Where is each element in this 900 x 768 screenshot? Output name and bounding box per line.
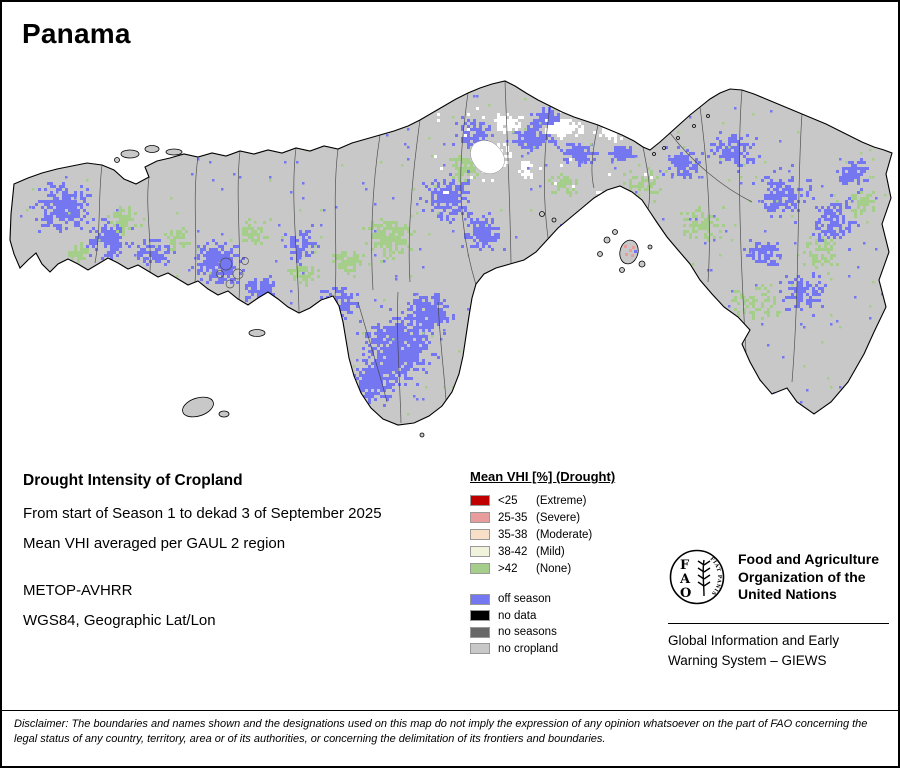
legend-swatch [470, 610, 490, 622]
legend-swatch [470, 495, 490, 506]
map-subject: Drought Intensity of Cropland [23, 472, 243, 489]
legend-label: off season [498, 593, 551, 606]
giews-line: Warning System – GIEWS [668, 653, 827, 668]
legend-label: no seasons [498, 626, 557, 639]
legend-swatch [470, 563, 490, 574]
legend-qualifier-label: (Severe) [536, 511, 581, 524]
legend: Mean VHI [%] (Drought) <25 (Extreme) 25-35… [470, 469, 615, 657]
lake-gatun [470, 140, 505, 174]
legend-qualifier-label: (Extreme) [536, 494, 587, 507]
legend-label: no data [498, 609, 537, 622]
legend-extra-classes: off season no data no seasons no cropland [470, 591, 615, 657]
map-method: Mean VHI averaged per GAUL 2 region [23, 535, 286, 552]
legend-item: off season [470, 591, 615, 608]
legend-item: no seasons [470, 624, 615, 641]
giews-block: Global Information and Early Warning Sys… [668, 631, 839, 671]
legend-item: <25 (Extreme) [470, 492, 615, 509]
legend-item: >42 (None) [470, 560, 615, 577]
legend-swatch [470, 626, 490, 638]
panama-map [9, 80, 893, 438]
legend-range-label: 35-38 [498, 528, 528, 541]
map-projection: WGS84, Geographic Lat/Lon [23, 612, 216, 629]
legend-range-label: 25-35 [498, 511, 528, 524]
fao-name-line: Food and Agriculture [738, 551, 880, 567]
admin-boundaries [94, 81, 803, 424]
fao-name-line: Organization of the [738, 568, 866, 585]
legend-range-label: 38-42 [498, 545, 528, 558]
legend-qualifier-label: (Moderate) [536, 528, 593, 541]
page-title: Panama [22, 18, 131, 49]
legend-range-label: >42 [498, 562, 518, 575]
legend-swatch [470, 512, 490, 523]
legend-item: 25-35 (Severe) [470, 509, 615, 526]
legend-swatch [470, 593, 490, 605]
divider [668, 623, 889, 624]
legend-label: no cropland [498, 642, 559, 655]
legend-item: 35-38 (Moderate) [470, 526, 615, 543]
island-drought-pixels [624, 245, 637, 257]
fao-logo-icon: FAO FIAT PANIS [669, 549, 725, 605]
fao-org-name: Food and Agriculture Organization of the… [738, 548, 879, 604]
legend-swatch [470, 546, 490, 557]
map-info-block: Drought Intensity of Cropland From start… [23, 472, 382, 642]
map-sensor: METOP-AVHRR [23, 582, 133, 599]
wheat-grains-icon [697, 560, 711, 587]
legend-swatch [470, 643, 490, 655]
legend-qualifier-label: (Mild) [536, 545, 565, 558]
legend-drought-classes: <25 (Extreme) 25-35 (Severe) 35-38 (Moderate)… [470, 492, 615, 577]
fao-name-line: United Nations [738, 586, 837, 602]
legend-swatch [470, 529, 490, 540]
legend-item: no data [470, 608, 615, 625]
legend-item: no cropland [470, 641, 615, 658]
disclaimer-text: Disclaimer: The boundaries and names sho… [2, 710, 898, 766]
map-period: From start of Season 1 to dekad 3 of Sep… [23, 505, 382, 522]
islands [114, 114, 710, 438]
giews-line: Global Information and Early [668, 633, 840, 648]
legend-range-label: <25 [498, 494, 518, 507]
legend-title: Mean VHI [%] (Drought) [470, 469, 616, 484]
legend-qualifier-label: (None) [536, 562, 572, 575]
legend-item: 38-42 (Mild) [470, 543, 615, 560]
